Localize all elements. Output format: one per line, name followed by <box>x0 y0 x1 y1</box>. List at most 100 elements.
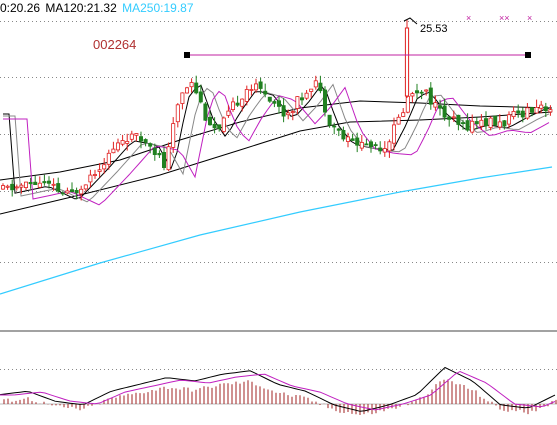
candle-body <box>391 124 396 144</box>
candle-body <box>433 102 438 108</box>
x-marker: × <box>527 13 532 23</box>
candle-body <box>488 117 493 128</box>
candle-body <box>189 82 194 88</box>
candle-body <box>175 104 180 123</box>
candle-body <box>88 174 93 183</box>
candle-body <box>60 192 65 195</box>
candle-body <box>424 89 429 92</box>
ma250-value: MA250:19.87 <box>122 1 194 15</box>
grid-lines <box>0 21 557 370</box>
candle-body <box>382 148 387 153</box>
candle-body <box>106 152 111 165</box>
candle-body <box>548 109 553 113</box>
candle-body <box>530 107 535 113</box>
candle-body <box>534 107 539 114</box>
resistance-line-start-marker <box>184 52 190 58</box>
candle-body <box>516 110 521 114</box>
candle-body <box>74 189 79 194</box>
candle-body <box>14 186 19 189</box>
candle-body <box>474 121 479 125</box>
candle-body <box>184 87 189 94</box>
candle-body <box>497 121 502 128</box>
candle-body <box>83 184 88 190</box>
candle-body <box>483 118 488 127</box>
candle-body <box>198 91 203 103</box>
candle-body <box>304 92 309 99</box>
candle-body <box>299 97 304 101</box>
candle-body <box>387 141 392 152</box>
macd-dea-line <box>0 370 556 411</box>
candle-body <box>230 101 235 111</box>
candle-body <box>276 100 281 107</box>
candle-body <box>520 110 525 118</box>
peak-candle-body <box>404 27 410 97</box>
candle-body <box>511 111 516 118</box>
candle-body <box>152 147 157 156</box>
candle-body <box>166 146 171 171</box>
ma-legend: 0:20.26 MA120:21.32 MA250:19.87 <box>0 1 196 15</box>
candle-body <box>295 96 300 109</box>
candle-body <box>0 185 6 190</box>
candle-body <box>313 80 318 88</box>
candle-body <box>336 128 341 131</box>
candle-body <box>543 106 548 112</box>
resistance-line-end-marker <box>525 52 531 58</box>
candle-body <box>341 129 346 140</box>
candle-body <box>309 88 314 92</box>
resistance-overlay: 25.53 × ×× × <box>184 13 532 58</box>
candle-body <box>125 140 130 144</box>
candle-body <box>281 105 286 117</box>
candle-body <box>258 81 263 89</box>
candle-body <box>5 185 10 188</box>
candle-body <box>97 169 102 172</box>
candle-body <box>240 98 245 107</box>
candle-body <box>171 123 176 148</box>
candle-body <box>290 111 295 113</box>
candle-body <box>368 141 373 148</box>
candle-body <box>355 137 360 146</box>
candle-body <box>506 114 511 125</box>
candle-body <box>442 105 447 118</box>
candle-body <box>207 116 212 126</box>
candle-body <box>470 120 475 133</box>
macd-dif-line <box>0 366 556 412</box>
candle-body <box>502 120 507 127</box>
candle-body <box>318 82 323 92</box>
candle-body <box>120 140 125 145</box>
peak-price-label: 25.53 <box>420 23 448 35</box>
candle-body <box>143 139 148 143</box>
candle-body <box>359 141 364 149</box>
candle-body <box>23 181 28 189</box>
candle-body <box>148 143 153 147</box>
ma60-value: 0:20.26 <box>0 1 41 15</box>
candle-body <box>217 124 222 130</box>
candle-body <box>244 89 249 102</box>
candle-body <box>378 147 383 152</box>
candle-body <box>51 183 56 186</box>
candle-body <box>33 181 38 185</box>
macd-panel <box>0 366 557 415</box>
candle-body <box>272 101 277 104</box>
x-marker: ×× <box>499 13 510 23</box>
candle-body <box>286 112 291 116</box>
ma120-value: MA120:21.32 <box>45 1 117 15</box>
candle-body <box>19 184 24 188</box>
candle-body <box>345 136 350 142</box>
candle-body <box>70 189 75 193</box>
candle-body <box>465 120 470 131</box>
candle-body <box>327 114 332 126</box>
candle-body <box>56 183 61 192</box>
candle-body <box>364 143 369 146</box>
candle-body <box>42 181 47 184</box>
candle-body <box>138 136 143 142</box>
candle-body <box>102 164 107 170</box>
candle-body <box>28 181 33 185</box>
candle-body <box>79 188 84 195</box>
candle-body <box>157 152 162 156</box>
candle-body <box>401 112 406 117</box>
candle-body <box>419 91 424 94</box>
candle-body <box>203 103 208 121</box>
candle-body <box>37 182 42 188</box>
candle-body <box>396 116 401 125</box>
candle-body <box>226 110 231 116</box>
